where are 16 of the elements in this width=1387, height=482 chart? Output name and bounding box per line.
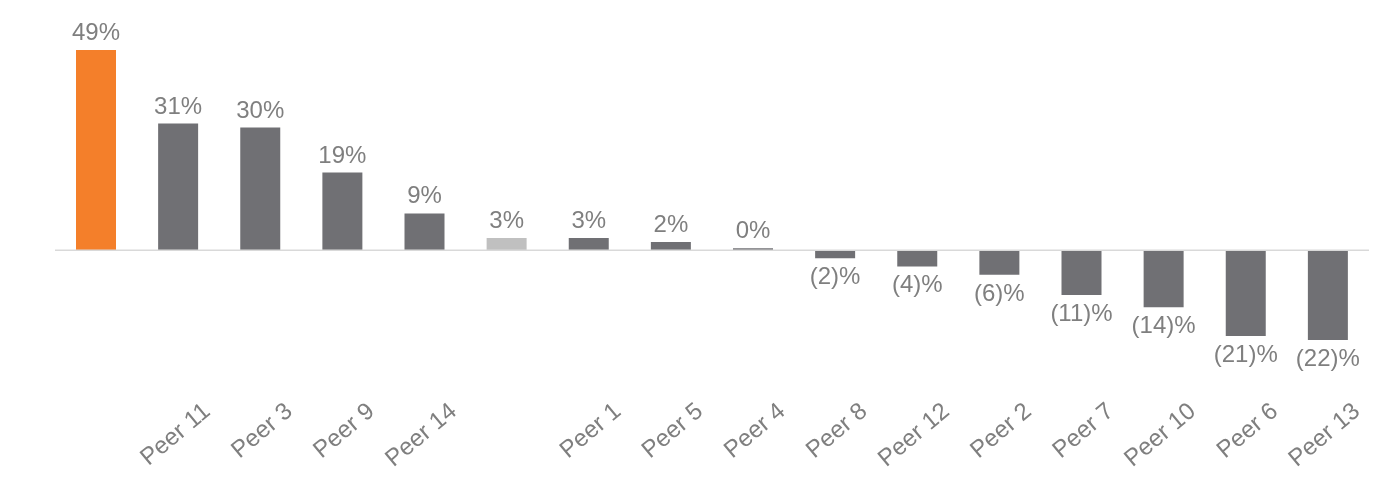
data-label: (11)% bbox=[1050, 299, 1113, 327]
data-label: (6)% bbox=[974, 278, 1025, 306]
data-label: (21)% bbox=[1213, 339, 1278, 367]
data-label: 19% bbox=[318, 140, 367, 168]
data-label: (22)% bbox=[1295, 344, 1360, 371]
data-label: 30% bbox=[236, 95, 285, 123]
data-label: 31% bbox=[154, 91, 203, 119]
data-label: (4)% bbox=[891, 270, 943, 298]
data-label: 2% bbox=[653, 209, 689, 237]
data-label: 49% bbox=[71, 18, 121, 45]
data-label: (14)% bbox=[1131, 311, 1196, 339]
data-label: 3% bbox=[489, 205, 524, 233]
data-label: (2)% bbox=[809, 262, 861, 290]
data-label: 3% bbox=[571, 205, 607, 233]
data-label: 0% bbox=[735, 216, 771, 244]
data-label: 9% bbox=[407, 181, 442, 209]
